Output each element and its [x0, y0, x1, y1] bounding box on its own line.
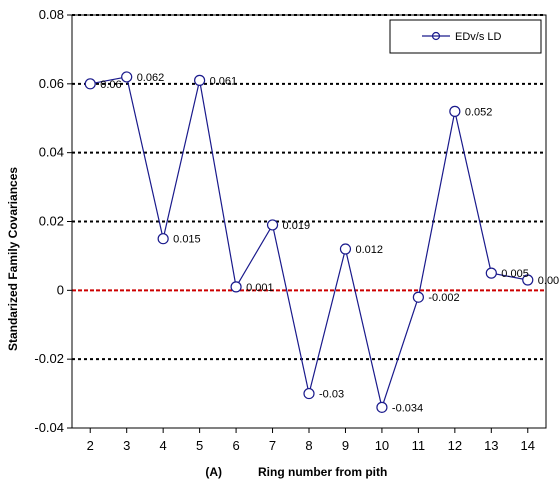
x-tick-label: 7: [269, 438, 276, 453]
legend-marker-swatch: [431, 31, 441, 41]
data-point: [449, 105, 461, 117]
legend: EDv/s LD: [389, 19, 542, 54]
y-axis: -0.04 -0.02 0 0.02 0.04 0.06 0.08: [34, 7, 72, 435]
legend-box: [389, 19, 542, 54]
x-tick-label: 11: [412, 438, 426, 453]
data-point: [157, 233, 169, 245]
data-label: -0.03: [319, 389, 344, 401]
x-tick-label: 4: [160, 438, 167, 453]
y-tick-label: -0.04: [34, 420, 64, 435]
data-label: 0.005: [501, 268, 529, 280]
data-label: -0.002: [428, 292, 459, 304]
data-label: 0.015: [173, 234, 201, 246]
x-tick-label: 12: [448, 438, 462, 453]
x-tick-label: 6: [232, 438, 239, 453]
data-point: [194, 74, 206, 86]
data-point: [339, 243, 352, 255]
data-label: 0.019: [283, 220, 311, 232]
data-point: [485, 267, 497, 279]
y-tick-label: -0.02: [34, 351, 64, 366]
grid-lines: [72, 14, 546, 361]
data-point: [303, 387, 315, 400]
series-edvs-ld: [84, 71, 534, 413]
y-tick-label: 0.02: [39, 214, 64, 229]
x-axis-title: Ring number from pith: [258, 465, 387, 479]
data-label: -0.034: [392, 402, 423, 414]
data-label: 0.061: [210, 75, 238, 87]
y-tick-label: 0.06: [39, 76, 64, 91]
x-tick-label: 10: [375, 438, 389, 453]
data-point: [230, 281, 242, 293]
data-point: [412, 291, 424, 303]
data-labels: 0.06 0.062 0.015 0.061 0.001 0.019 -0.03 0.012 -…: [100, 72, 559, 414]
data-label: 0.052: [465, 106, 493, 118]
data-point: [376, 401, 388, 413]
x-tick-label: 14: [521, 438, 535, 453]
x-tick-label: 5: [196, 438, 203, 453]
data-point: [266, 219, 279, 231]
data-point: [522, 274, 534, 286]
legend-label: EDv/s LD: [455, 31, 502, 43]
series-line: [90, 76, 528, 410]
x-axis-prefix: (A): [205, 465, 222, 479]
x-tick-label: 3: [123, 438, 130, 453]
x-tick-label: 9: [342, 438, 349, 453]
data-label: 0.001: [246, 282, 274, 294]
data-label: 0.06: [100, 79, 121, 91]
data-point: [84, 78, 96, 90]
x-tick-label: 2: [87, 438, 94, 453]
y-tick-label: 0.08: [39, 7, 64, 22]
y-tick-label: 0.04: [39, 145, 64, 160]
y-axis-title: Standarized Family Covariances: [6, 167, 20, 351]
data-label: 0.003: [538, 275, 559, 287]
x-axis: 2 3 4 5 6 7 8 9 10 11 12 13 14: [87, 428, 535, 453]
data-label: 0.062: [137, 72, 165, 84]
x-tick-label: 8: [305, 438, 312, 453]
data-label: 0.012: [355, 244, 383, 256]
data-point: [121, 71, 133, 83]
x-tick-label: 13: [484, 438, 498, 453]
y-tick-label: 0: [57, 282, 64, 297]
